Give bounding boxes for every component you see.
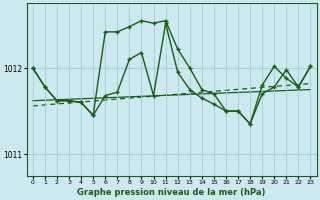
X-axis label: Graphe pression niveau de la mer (hPa): Graphe pression niveau de la mer (hPa) xyxy=(77,188,266,197)
